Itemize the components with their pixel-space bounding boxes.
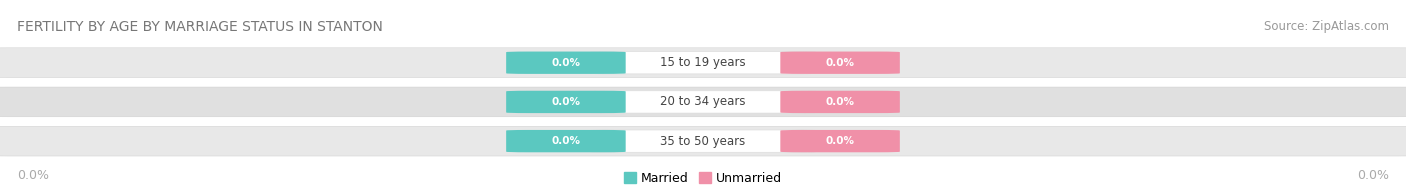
Text: 0.0%: 0.0%: [551, 136, 581, 146]
FancyBboxPatch shape: [591, 91, 815, 113]
FancyBboxPatch shape: [506, 91, 626, 113]
Text: 0.0%: 0.0%: [825, 97, 855, 107]
FancyBboxPatch shape: [591, 130, 815, 152]
FancyBboxPatch shape: [0, 87, 1406, 117]
Text: 0.0%: 0.0%: [1357, 169, 1389, 181]
Legend: Married, Unmarried: Married, Unmarried: [619, 167, 787, 190]
FancyBboxPatch shape: [780, 52, 900, 74]
FancyBboxPatch shape: [780, 91, 900, 113]
Text: Source: ZipAtlas.com: Source: ZipAtlas.com: [1264, 20, 1389, 33]
FancyBboxPatch shape: [506, 52, 626, 74]
FancyBboxPatch shape: [780, 130, 900, 152]
FancyBboxPatch shape: [0, 126, 1406, 156]
Text: 15 to 19 years: 15 to 19 years: [661, 56, 745, 69]
FancyBboxPatch shape: [591, 52, 815, 74]
Text: 0.0%: 0.0%: [551, 58, 581, 68]
Text: 0.0%: 0.0%: [17, 169, 49, 181]
Text: 20 to 34 years: 20 to 34 years: [661, 95, 745, 108]
Text: 0.0%: 0.0%: [825, 136, 855, 146]
FancyBboxPatch shape: [0, 48, 1406, 78]
Text: 0.0%: 0.0%: [825, 58, 855, 68]
Text: 0.0%: 0.0%: [551, 97, 581, 107]
Text: FERTILITY BY AGE BY MARRIAGE STATUS IN STANTON: FERTILITY BY AGE BY MARRIAGE STATUS IN S…: [17, 20, 382, 34]
FancyBboxPatch shape: [506, 130, 626, 152]
Text: 35 to 50 years: 35 to 50 years: [661, 135, 745, 148]
